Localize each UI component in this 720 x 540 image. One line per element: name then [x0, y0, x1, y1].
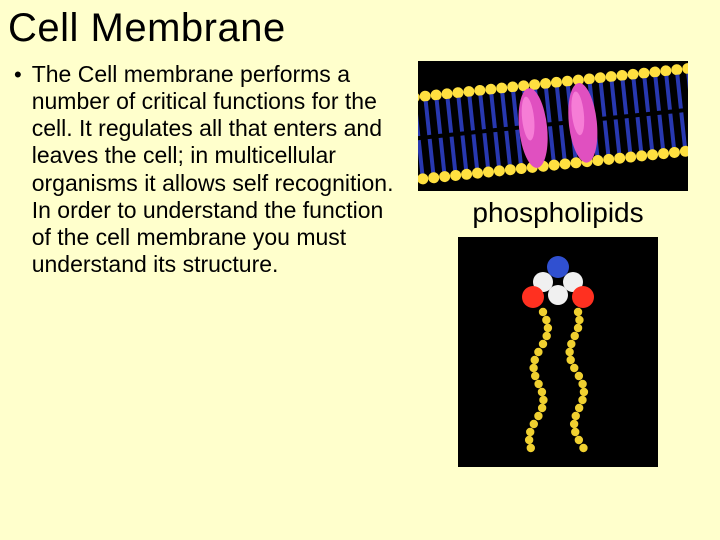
slide-title: Cell Membrane	[0, 0, 720, 59]
right-column: phospholipids	[408, 61, 698, 467]
bullet-block: • The Cell membrane performs a number of…	[8, 61, 408, 467]
membrane-image	[418, 61, 688, 191]
phospholipids-caption: phospholipids	[418, 191, 698, 237]
bullet-text: The Cell membrane performs a number of c…	[32, 61, 408, 278]
molecule-image	[458, 237, 658, 467]
content-row: • The Cell membrane performs a number of…	[0, 59, 720, 467]
bullet-marker: •	[8, 61, 32, 89]
